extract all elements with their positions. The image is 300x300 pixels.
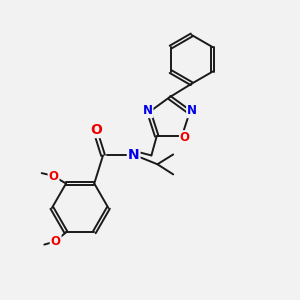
Text: O: O: [91, 123, 102, 137]
Text: N: N: [187, 104, 197, 117]
Text: O: O: [51, 235, 61, 248]
Text: N: N: [128, 148, 140, 162]
Text: O: O: [180, 131, 190, 144]
Text: N: N: [142, 104, 152, 117]
Text: O: O: [49, 169, 58, 183]
